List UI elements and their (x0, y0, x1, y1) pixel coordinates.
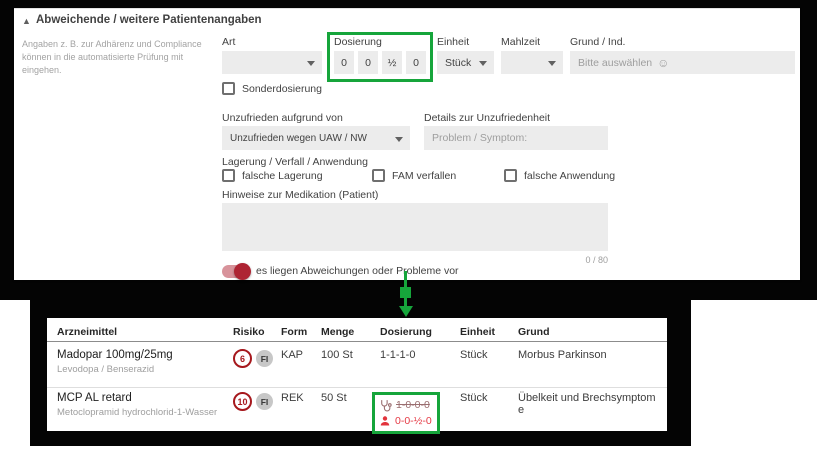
einheit-cell: Stück (460, 349, 488, 361)
unzufrieden-label: Unzufrieden aufgrund von (222, 112, 343, 124)
hinweise-textarea[interactable] (222, 203, 608, 251)
risk-score-badge[interactable]: 10 (233, 392, 252, 411)
person-icon (380, 416, 390, 426)
dosierung-cell: 1-0-0-0 0-0-½-0 (372, 392, 460, 434)
art-label: Art (222, 36, 236, 48)
table-row[interactable]: MCP AL retard Metoclopramid hydrochlorid… (47, 387, 667, 434)
unzufrieden-select[interactable]: Unzufrieden wegen UAW / NW (222, 126, 410, 150)
form-cell: REK (281, 392, 304, 404)
menge-cell: 100 St (321, 349, 353, 361)
table-row[interactable]: Madopar 100mg/25mg Levodopa / Benserazid… (47, 342, 667, 387)
lagerung-label: Lagerung / Verfall / Anwendung (222, 156, 368, 168)
einheit-cell: Stück (460, 392, 488, 404)
art-select[interactable] (222, 51, 322, 74)
einheit-label: Einheit (437, 36, 470, 48)
grund-cell: Übelkeit und Brechsymptome (518, 392, 656, 416)
falsche-anwendung-checkbox[interactable] (504, 169, 517, 182)
drug-name: MCP AL retard (57, 392, 132, 404)
grund-cell: Morbus Parkinson (518, 349, 607, 361)
col-header-risiko: Risiko (233, 325, 265, 338)
dosierung-new-value: 0-0-½-0 (395, 415, 432, 427)
fam-verfallen-label: FAM verfallen (392, 170, 457, 182)
col-header-arzneimittel: Arzneimittel (57, 325, 118, 338)
drug-substance: Metoclopramid hydrochlorid-1-Wasser (57, 407, 218, 418)
details-placeholder: Problem / Symptom: (432, 132, 528, 144)
panel-title[interactable]: Abweichende / weitere Patientenangaben (36, 14, 262, 26)
falsche-lagerung-label: falsche Lagerung (242, 170, 323, 182)
dosierung-old-value: 1-0-0-0 (396, 399, 430, 411)
details-label: Details zur Unzufriedenheit (424, 112, 551, 124)
grund-ind-input[interactable]: Bitte auswählen ☺ (570, 51, 795, 74)
fi-badge[interactable]: FI (256, 350, 273, 367)
dosierung-change-frame: 1-0-0-0 0-0-½-0 (372, 392, 440, 434)
dosierung-input-noon[interactable]: 0 (358, 51, 378, 74)
falsche-anwendung-label: falsche Anwendung (524, 170, 616, 182)
sonderdosierung-label: Sonderdosierung (242, 83, 322, 95)
dosierung-input-night[interactable]: 0 (406, 51, 426, 74)
collapse-arrow-icon[interactable]: ▲ (22, 16, 31, 26)
emoji-icon: ☺ (657, 55, 670, 70)
falsche-lagerung-checkbox[interactable] (222, 169, 235, 182)
fi-badge[interactable]: FI (256, 393, 273, 410)
mahlzeit-select[interactable] (501, 51, 563, 74)
dosierung-input-evening[interactable]: ½ (382, 51, 402, 74)
risk-score-badge[interactable]: 6 (233, 349, 252, 368)
abweichungen-toggle[interactable] (222, 263, 251, 280)
form-cell: KAP (281, 349, 304, 361)
char-counter: 0 / 80 (585, 255, 608, 265)
hinweise-label: Hinweise zur Medikation (Patient) (222, 189, 379, 201)
dosierung-highlight-frame (327, 32, 433, 82)
medication-table: Arzneimittel Risiko Form Menge Dosierung… (47, 318, 667, 434)
dropdown-caret-icon (307, 61, 315, 66)
details-input[interactable]: Problem / Symptom: (424, 126, 608, 150)
stethoscope-icon (381, 399, 392, 411)
unzufrieden-value: Unzufrieden wegen UAW / NW (230, 132, 367, 144)
grund-ind-placeholder: Bitte auswählen (578, 56, 653, 69)
col-header-form: Form (281, 325, 308, 338)
table-header-row: Arzneimittel Risiko Form Menge Dosierung… (47, 318, 667, 342)
toggle-knob (234, 263, 251, 280)
dropdown-caret-icon (479, 61, 487, 66)
col-header-menge: Menge (321, 325, 355, 338)
menge-cell: 50 St (321, 392, 347, 404)
col-header-einheit: Einheit (460, 325, 496, 338)
einheit-select[interactable]: Stück (437, 51, 494, 74)
dosierung-input-morning[interactable]: 0 (334, 51, 354, 74)
abweichungen-toggle-label: es liegen Abweichungen oder Probleme vor (256, 265, 459, 277)
drug-name: Madopar 100mg/25mg (57, 349, 173, 361)
panel-description: Angaben z. B. zur Adhärenz und Complianc… (22, 39, 202, 76)
fam-verfallen-checkbox[interactable] (372, 169, 385, 182)
patient-data-panel: ▲ Abweichende / weitere Patientenangaben… (14, 8, 800, 280)
dosierung-cell: 1-1-1-0 (380, 349, 416, 361)
col-header-dosierung: Dosierung (380, 325, 432, 338)
sonderdosierung-checkbox[interactable] (222, 82, 235, 95)
grund-ind-label: Grund / Ind. (570, 36, 626, 48)
dosierung-label: Dosierung (334, 36, 382, 48)
dropdown-caret-icon (548, 61, 556, 66)
connector-arrow-icon (399, 271, 413, 317)
col-header-grund: Grund (518, 325, 550, 338)
drug-substance: Levodopa / Benserazid (57, 364, 155, 375)
mahlzeit-label: Mahlzeit (501, 36, 541, 48)
dropdown-caret-icon (395, 137, 403, 142)
einheit-value: Stück (445, 56, 472, 69)
